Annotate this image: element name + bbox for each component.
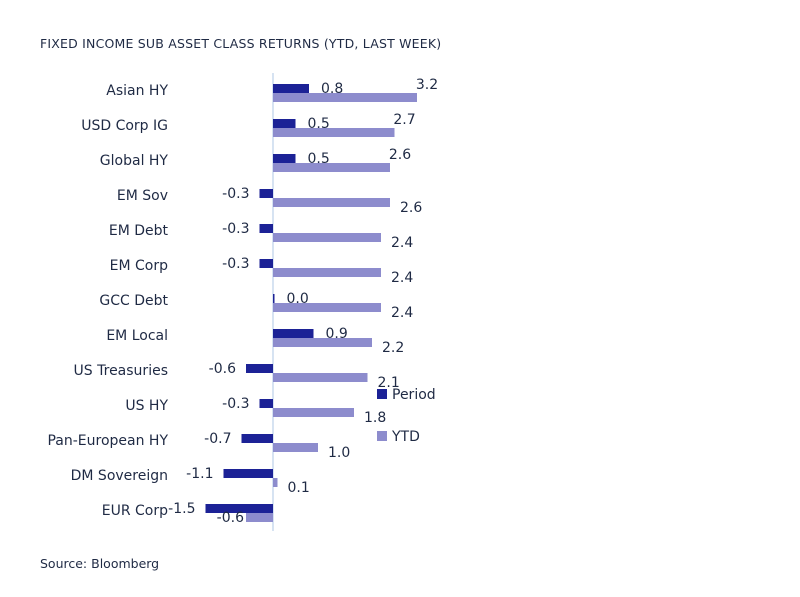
ytd-value-label: 3.2	[416, 77, 438, 93]
period-bar	[246, 364, 273, 373]
period-value-label: -1.5	[168, 501, 195, 517]
ytd-value-label: 2.7	[393, 112, 415, 128]
period-value-label: -0.3	[222, 396, 249, 412]
period-value-label: -0.7	[204, 431, 231, 447]
ytd-value-label: 1.8	[364, 410, 386, 426]
ytd-bar	[273, 373, 368, 382]
category-label: USD Corp IG	[81, 118, 168, 134]
category-label: US HY	[125, 398, 168, 414]
ytd-value-label: 2.4	[391, 235, 413, 251]
category-label: EM Debt	[109, 223, 169, 239]
period-value-label: -1.1	[186, 466, 213, 482]
period-bar	[273, 294, 275, 303]
period-bar	[223, 469, 273, 478]
ytd-value-label: 2.1	[378, 375, 400, 391]
period-bar	[273, 119, 296, 128]
period-bar	[259, 189, 273, 198]
category-label: EUR Corp	[102, 503, 168, 519]
ytd-legend-swatch	[377, 431, 387, 441]
ytd-bar	[273, 478, 278, 487]
ytd-value-label: 2.2	[382, 340, 404, 356]
ytd-bar	[273, 93, 417, 102]
period-bar	[273, 329, 314, 338]
period-value-label: -0.3	[222, 186, 249, 202]
ytd-value-label: 2.6	[400, 200, 422, 216]
ytd-value-label: -0.6	[217, 510, 244, 526]
category-label: DM Sovereign	[71, 468, 168, 484]
ytd-bar	[246, 513, 273, 522]
period-legend-label: Period	[392, 387, 436, 403]
category-label: Asian HY	[106, 83, 168, 99]
period-bar	[259, 399, 273, 408]
ytd-value-label: 2.4	[391, 270, 413, 286]
period-bar	[205, 504, 273, 513]
period-bar	[259, 259, 273, 268]
ytd-value-label: 1.0	[328, 445, 350, 461]
period-bar	[241, 434, 273, 443]
ytd-bar	[273, 303, 381, 312]
ytd-bar	[273, 128, 395, 137]
ytd-bar	[273, 163, 390, 172]
ytd-value-label: 2.4	[391, 305, 413, 321]
category-label: EM Local	[106, 328, 168, 344]
category-label: US Treasuries	[74, 363, 168, 379]
category-label: GCC Debt	[99, 293, 168, 309]
ytd-bar	[273, 338, 372, 347]
period-value-label: -0.3	[222, 256, 249, 272]
category-label: Pan-European HY	[47, 433, 168, 449]
source-note: Source: Bloomberg	[40, 556, 160, 571]
period-value-label: -0.3	[222, 221, 249, 237]
chart-title: FIXED INCOME SUB ASSET CLASS RETURNS (YT…	[40, 36, 442, 51]
ytd-bar	[273, 408, 354, 417]
period-bar	[273, 154, 296, 163]
ytd-bar	[273, 268, 381, 277]
ytd-bar	[273, 198, 390, 207]
period-bar	[273, 84, 309, 93]
ytd-bar	[273, 443, 318, 452]
ytd-value-label: 0.1	[288, 480, 310, 496]
category-label: EM Sov	[117, 188, 168, 204]
ytd-bar	[273, 233, 381, 242]
ytd-value-label: 2.6	[389, 147, 411, 163]
category-label: EM Corp	[110, 258, 168, 274]
category-label: Global HY	[100, 153, 169, 169]
period-legend-swatch	[377, 389, 387, 399]
period-bar	[259, 224, 273, 233]
period-value-label: -0.6	[209, 361, 236, 377]
ytd-legend-label: YTD	[391, 429, 420, 445]
